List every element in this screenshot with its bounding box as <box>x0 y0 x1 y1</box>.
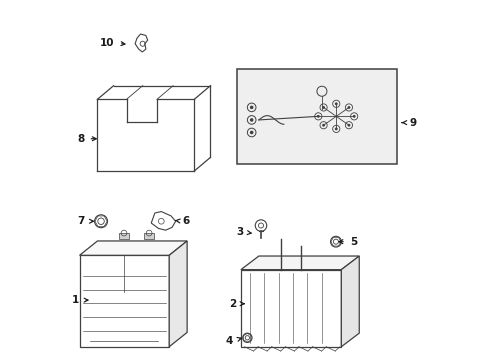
Circle shape <box>322 106 325 109</box>
Circle shape <box>334 127 337 130</box>
Circle shape <box>352 115 355 118</box>
Circle shape <box>249 131 253 134</box>
Bar <box>80 255 169 347</box>
Text: 5: 5 <box>349 237 357 247</box>
Text: 2: 2 <box>228 299 236 309</box>
Bar <box>119 233 129 239</box>
Polygon shape <box>169 241 187 347</box>
Text: 10: 10 <box>100 38 115 48</box>
Polygon shape <box>241 256 359 270</box>
Circle shape <box>249 118 253 122</box>
Text: 4: 4 <box>225 336 233 346</box>
Polygon shape <box>341 256 359 347</box>
Circle shape <box>322 124 325 127</box>
Bar <box>237 69 396 164</box>
Text: 9: 9 <box>408 118 416 128</box>
Text: 1: 1 <box>71 295 79 305</box>
Text: 3: 3 <box>235 227 243 237</box>
Circle shape <box>249 105 253 109</box>
Circle shape <box>347 124 350 127</box>
Circle shape <box>334 102 337 105</box>
Circle shape <box>347 106 350 109</box>
Circle shape <box>316 115 319 118</box>
Text: 7: 7 <box>78 216 85 226</box>
Text: 6: 6 <box>183 216 190 226</box>
Bar <box>144 233 154 239</box>
Polygon shape <box>80 241 187 255</box>
Bar <box>241 270 341 347</box>
Text: 8: 8 <box>77 134 84 144</box>
